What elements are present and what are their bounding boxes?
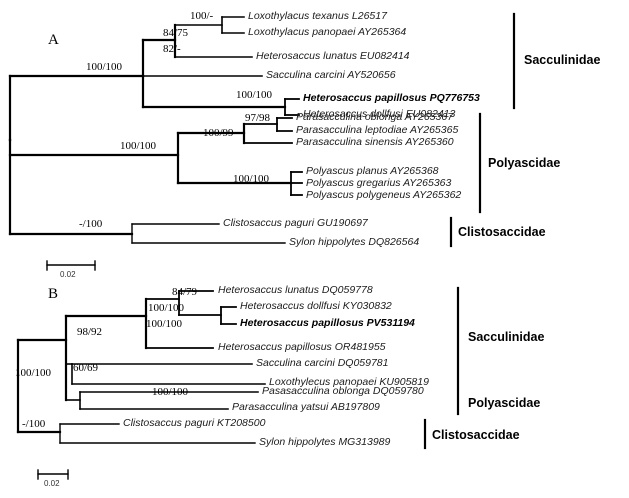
support-value: -/100 (22, 418, 46, 430)
taxon-label: Loxothylecus panopaei KU905819 (269, 376, 429, 388)
support-value: 100/100 (146, 318, 183, 330)
support-value: 100/100 (86, 61, 123, 73)
taxon-label: Clistosaccus paguri KT208500 (123, 417, 266, 429)
support-value: 84/75 (163, 27, 189, 39)
taxon-label: Loxothylacus texanus L26517 (248, 10, 387, 22)
support-value: 60/69 (73, 362, 99, 374)
family-label-sacculinidae: Sacculinidae (524, 53, 601, 67)
support-value: 84/79 (172, 286, 198, 298)
family-label-sacculinidae: Sacculinidae (468, 330, 545, 344)
taxon-label: Heterosaccus dollfusi EU082413 (303, 108, 456, 120)
taxon-label: Pasasacculina oblonga DQ059780 (262, 385, 424, 397)
taxon-label: Parasacculina sinensis AY265360 (296, 136, 454, 148)
taxon-label: Parasacculina leptodiae AY265365 (296, 124, 459, 136)
taxon-label: Sylon hippolytes MG313989 (259, 436, 391, 448)
taxon-label: Polyascus planus AY265368 (306, 165, 439, 177)
family-label-polyascidae: Polyascidae (468, 396, 541, 410)
support-value: 100/100 (148, 302, 185, 314)
support-value: 100/100 (152, 386, 189, 398)
taxon-label: Heterosaccus dollfusi KY030832 (240, 300, 392, 312)
panel-letter-a: A (48, 32, 60, 48)
support-value: 97/98 (245, 112, 271, 124)
taxon-label: Loxothylacus panopaei AY265364 (248, 26, 407, 38)
support-value: -/100 (79, 218, 103, 230)
taxon-label: Polyascus gregarius AY265363 (306, 177, 452, 189)
taxon-label: Heterosaccus lunatus DQ059778 (218, 284, 373, 296)
family-label-polyascidae: Polyascidae (488, 156, 561, 170)
panel-letter-b: B (48, 286, 59, 302)
taxon-label: Parasacculina yatsui AB197809 (232, 401, 380, 413)
family-label-clistosaccidae: Clistosaccidae (432, 428, 520, 442)
taxon-label: Sacculina carcini DQ059781 (256, 357, 389, 369)
support-value: 100/100 (15, 367, 52, 379)
taxon-label: Sacculina carcini AY520656 (266, 69, 396, 81)
taxon-label: Parasacculina oblonga AY265367 (296, 111, 454, 123)
taxon-label: Heterosaccus lunatus EU082414 (256, 50, 410, 62)
support-value: 100/100 (233, 173, 270, 185)
taxon-label: Clistosaccus paguri GU190697 (223, 217, 368, 229)
support-value: 100/100 (120, 140, 157, 152)
support-value: 98/92 (77, 326, 103, 338)
taxon-label-focal: Heterosaccus papillosus PQ776753 (303, 92, 480, 104)
taxon-label: Polyascus polygeneus AY265362 (306, 189, 462, 201)
taxon-label: Sylon hippolytes DQ826564 (289, 236, 420, 248)
support-value: 100/100 (236, 89, 273, 101)
support-value: 100/99 (203, 127, 234, 139)
family-label-clistosaccidae: Clistosaccidae (458, 225, 546, 239)
scale-bar-label: 0.02 (60, 270, 76, 279)
taxon-label-focal: Heterosaccus papillosus PV531194 (240, 317, 415, 329)
scale-bar-label: 0.02 (44, 479, 60, 488)
support-value: 82/- (163, 43, 181, 55)
taxon-label: Heterosaccus papillosus OR481955 (218, 341, 386, 353)
support-value: 100/- (190, 10, 214, 22)
